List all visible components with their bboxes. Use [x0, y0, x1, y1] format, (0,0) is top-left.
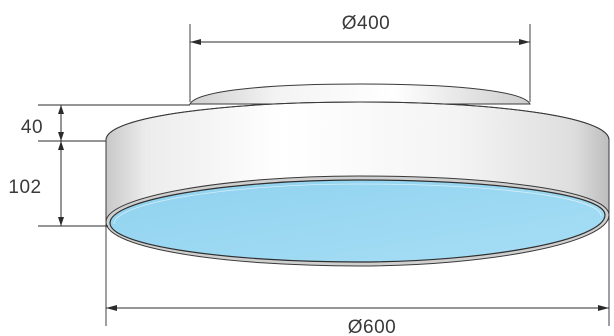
arrowhead-top-40: [58, 105, 64, 114]
arrowhead-bottom-102: [58, 217, 64, 226]
dimension-bottom-diameter: Ø600: [105, 216, 610, 336]
cylinder-top-rim: [105, 101, 610, 141]
diffuser-edge: [113, 183, 602, 225]
bottom-diameter-label: Ø600: [348, 317, 396, 336]
arrowhead-left: [106, 305, 117, 311]
lamp-body: [105, 83, 610, 267]
arrowhead-right: [598, 305, 609, 311]
dimension-top-diameter: Ø400: [189, 13, 531, 102]
arrowhead-top-102: [58, 141, 64, 150]
top-diameter-label: Ø400: [342, 13, 390, 34]
arrowhead-right: [519, 39, 530, 45]
arrowhead-left: [190, 39, 201, 45]
top-height-label: 40: [21, 117, 43, 138]
diffuser: [109, 179, 606, 263]
dimension-heights: 40 102: [8, 104, 190, 227]
body-height-label: 102: [8, 177, 41, 198]
arrowhead-bottom-40: [58, 132, 64, 141]
canopy-top: [189, 83, 531, 105]
